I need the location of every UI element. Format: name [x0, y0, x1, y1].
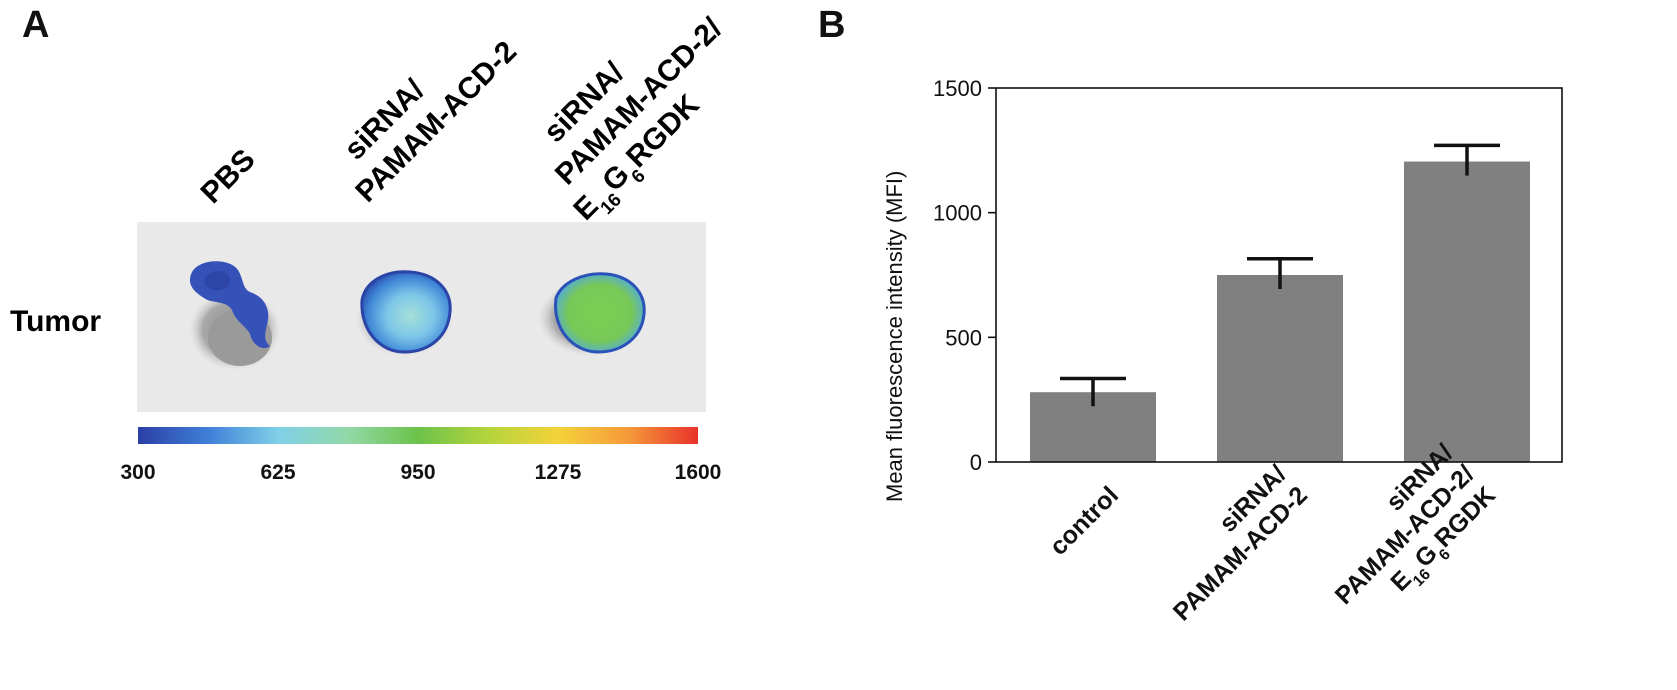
column-label-sirna-pamam-rgdk: siRNA/ PAMAM-ACD-2/ E16G6RGDK — [538, 11, 729, 226]
column-label-line: PBS — [195, 143, 262, 210]
panel-b-chart: 0 500 1000 1500 control siRNA/PAMAM-ACD-2siR… — [882, 76, 1563, 627]
tumor-image-sirna-pamam-rgdk — [538, 272, 646, 356]
colorbar — [138, 427, 698, 444]
colorbar-ticks: 300 625 950 1275 1600 — [120, 461, 721, 484]
bar — [1217, 275, 1343, 462]
bar — [1404, 161, 1530, 462]
column-label-sirna-pamam: siRNA/ PAMAM-ACD-2 — [338, 35, 523, 209]
error-bar — [1247, 257, 1313, 289]
colorbar-tick-label: 1600 — [675, 461, 722, 484]
y-tick-label: 1500 — [933, 76, 982, 101]
x-tick-label: control — [1044, 481, 1124, 561]
y-ticks: 0 500 1000 1500 — [933, 76, 996, 475]
error-bar — [1434, 143, 1500, 176]
x-tick-label: siRNA/PAMAM-ACD-2/E16G6RGDK — [1330, 439, 1501, 610]
colorbar-tick-label: 950 — [400, 461, 435, 484]
colorbar-tick-label: 1275 — [535, 461, 582, 484]
colorbar-tick-label: 300 — [120, 461, 155, 484]
tumor-image-pbs — [189, 261, 281, 370]
x-tick-labels: control siRNA/PAMAM-ACD-2siRNA/PAMAM-ACD-… — [1044, 439, 1501, 627]
y-tick-label: 1000 — [933, 201, 982, 226]
tumor-image-sirna-pamam — [356, 270, 452, 356]
panel-a: PBS siRNA/ PAMAM-ACD-2 siRNA/ PAMAM-ACD-… — [10, 11, 729, 484]
plot-frame — [995, 87, 1563, 463]
panel-b-letter: B — [818, 4, 846, 46]
panel-a-letter: A — [22, 4, 50, 46]
x-tick-label: siRNA/PAMAM-ACD-2 — [1168, 460, 1313, 626]
y-tick-label: 500 — [945, 325, 982, 350]
column-label-pbs: PBS — [195, 143, 262, 210]
bar-layer — [1030, 143, 1530, 462]
row-label-tumor: Tumor — [10, 305, 101, 338]
error-bar — [1060, 376, 1126, 407]
y-axis-label: Mean fluorescence intensity (MFI) — [882, 171, 907, 502]
x-tick-label-line: control — [1044, 481, 1124, 561]
y-tick-label: 0 — [970, 450, 982, 475]
colorbar-tick-label: 625 — [260, 461, 295, 484]
